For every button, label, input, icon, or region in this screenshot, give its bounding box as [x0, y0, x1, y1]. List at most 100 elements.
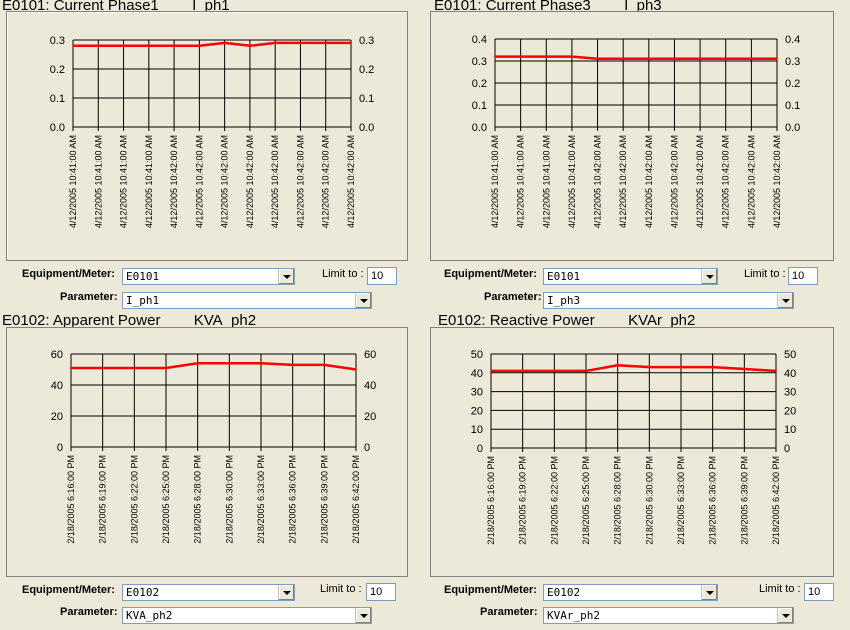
x-tick-label: 4/12/2005 10:41:00 AM [541, 135, 551, 228]
x-tick-label: 2/18/2005 6:33:00 PM [676, 456, 686, 545]
x-tick-label: 2/18/2005 6:36:00 PM [288, 455, 298, 544]
y-tick-label-right: 10 [784, 424, 796, 436]
equipment-select[interactable]: E0102 [122, 584, 295, 601]
limit-label: Limit to : [320, 583, 362, 595]
limit-input[interactable]: 10 [804, 583, 834, 601]
y-tick-label-right: 0 [784, 443, 790, 455]
limit-input[interactable]: 10 [367, 267, 397, 285]
y-tick-label-left: 40 [51, 380, 63, 392]
equipment-value: E0102 [547, 586, 581, 599]
equipment-select[interactable]: E0101 [122, 268, 295, 285]
limit-input[interactable]: 10 [366, 583, 396, 601]
x-tick-label: 4/12/2005 10:42:00 AM [346, 135, 356, 228]
parameter-select[interactable]: I_ph1 [122, 292, 372, 309]
y-tick-label-left: 0.2 [472, 78, 487, 90]
data-point [616, 364, 619, 367]
x-tick-label: 2/18/2005 6:22:00 PM [549, 456, 559, 545]
dropdown-button[interactable] [278, 269, 294, 284]
limit-label: Limit to : [744, 268, 786, 280]
data-point [622, 58, 624, 60]
y-tick-label-left: 0.1 [472, 100, 487, 112]
data-point [553, 370, 556, 372]
y-tick-label-right: 0.2 [359, 64, 374, 76]
equipment-label: Equipment/Meter: [22, 268, 115, 280]
y-tick-label-right: 20 [784, 405, 796, 417]
data-point [350, 42, 352, 44]
data-point [133, 367, 136, 369]
series-line [71, 362, 357, 371]
data-point [249, 45, 251, 47]
parameter-select[interactable]: KVAr_ph2 [543, 607, 794, 624]
parameter-label: Parameter: [60, 291, 118, 303]
x-tick-label: 2/18/2005 6:30:00 PM [224, 455, 234, 544]
dropdown-button[interactable] [278, 585, 294, 600]
data-point [596, 58, 599, 60]
chevron-down-icon [782, 299, 790, 303]
chart-title: E0101: Current Phase1 I_ph1 [2, 0, 230, 14]
y-tick-label-right: 40 [364, 380, 376, 392]
dropdown-button[interactable] [777, 608, 793, 623]
parameter-select[interactable]: KVA_ph2 [122, 607, 372, 624]
data-point [196, 362, 199, 365]
y-tick-label-left: 0 [57, 442, 63, 454]
x-tick-label: 4/12/2005 10:42:00 AM [618, 135, 628, 228]
dropdown-button[interactable] [701, 585, 717, 600]
x-tick-label: 4/12/2005 10:42:00 AM [169, 135, 179, 228]
data-point [72, 45, 74, 47]
data-point [291, 364, 294, 366]
y-tick-label-right: 0.2 [785, 78, 800, 90]
dropdown-button[interactable] [701, 269, 717, 284]
chevron-down-icon [706, 275, 714, 279]
limit-label: Limit to : [322, 268, 364, 280]
x-tick-label: 2/18/2005 6:39:00 PM [319, 455, 329, 544]
data-point [260, 362, 262, 365]
data-point [521, 370, 524, 372]
series-line [495, 55, 777, 61]
chart-title: E0102: Apparent Power KVA_ph2 [2, 312, 257, 329]
y-tick-label-right: 60 [364, 349, 376, 361]
data-point [724, 58, 727, 60]
x-tick-label: 4/12/2005 10:42:00 AM [746, 135, 756, 228]
data-point [648, 58, 650, 60]
y-tick-label-right: 20 [364, 411, 376, 423]
data-point [122, 45, 125, 47]
x-tick-label: 4/12/2005 10:42:00 AM [593, 135, 603, 228]
dropdown-button[interactable] [355, 608, 371, 623]
data-point [571, 55, 573, 58]
parameter-value: I_ph1 [126, 294, 160, 307]
parameter-label: Parameter: [484, 291, 542, 303]
chart-area: 0.0 0.0 0.1 0.1 0.2 0.2 0.3 0.3 0.4 0.4 4/12/2005 … [430, 11, 834, 261]
limit-input[interactable]: 10 [788, 267, 818, 285]
dropdown-button[interactable] [355, 293, 371, 308]
x-tick-label: 2/18/2005 6:25:00 PM [161, 455, 171, 544]
chart-title: E0101: Current Phase3 I_ph3 [434, 0, 662, 14]
data-point [699, 58, 701, 60]
equipment-label: Equipment/Meter: [444, 268, 537, 280]
dropdown-button[interactable] [777, 293, 793, 308]
x-tick-label: 4/12/2005 10:41:00 AM [567, 135, 577, 228]
limit-label: Limit to : [759, 583, 801, 595]
chevron-down-icon [782, 614, 790, 618]
chart-panel: E0101: Current Phase3 I_ph3 0.0 0.0 0.1 0.1… [424, 0, 842, 312]
y-tick-label-right: 30 [784, 387, 796, 399]
x-tick-label: 4/12/2005 10:42:00 AM [772, 135, 782, 228]
x-tick-label: 2/18/2005 6:28:00 PM [613, 456, 623, 545]
x-tick-label: 4/12/2005 10:42:00 AM [695, 135, 705, 228]
y-tick-label-right: 0.1 [359, 93, 374, 105]
equipment-select[interactable]: E0101 [543, 268, 718, 285]
x-tick-label: 2/18/2005 6:30:00 PM [644, 456, 654, 545]
equipment-select[interactable]: E0102 [543, 584, 718, 601]
data-point [648, 366, 651, 368]
parameter-label: Parameter: [480, 606, 538, 618]
y-tick-label-right: 0.4 [785, 34, 800, 46]
x-tick-label: 2/18/2005 6:19:00 PM [98, 455, 108, 544]
data-point [198, 45, 201, 47]
data-point [680, 366, 682, 368]
parameter-select[interactable]: I_ph3 [543, 292, 794, 309]
data-point [97, 45, 100, 47]
y-tick-label-left: 60 [51, 349, 63, 361]
x-tick-label: 4/12/2005 10:41:00 AM [68, 135, 78, 228]
line-chart: 0.0 0.0 0.1 0.1 0.2 0.2 0.3 0.3 0.4 0.4 4/12/2005 … [472, 34, 801, 228]
data-point [324, 42, 327, 44]
x-tick-label: 2/18/2005 6:25:00 PM [581, 456, 591, 545]
